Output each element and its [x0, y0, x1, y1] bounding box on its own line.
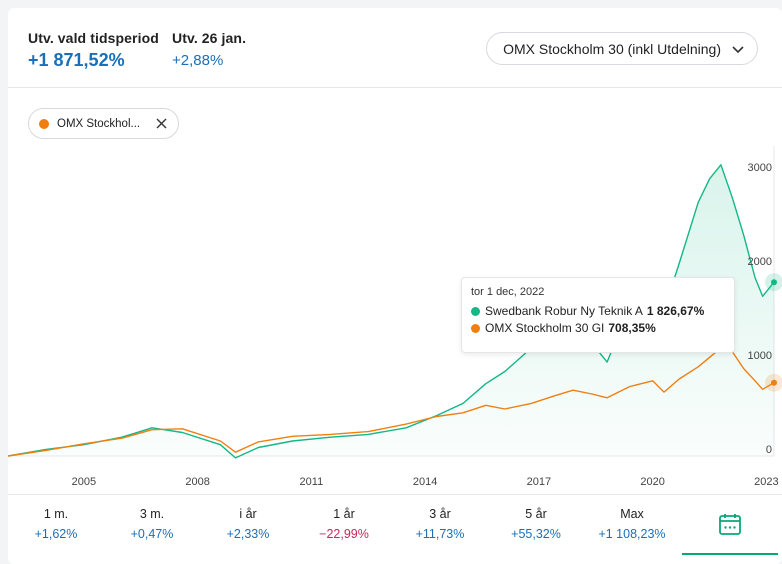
header: Utv. vald tidsperiod +1 871,52% Utv. 26 …: [8, 8, 782, 88]
x-tick-label: 2008: [185, 476, 209, 488]
period-ytd[interactable]: i år +2,33%: [200, 495, 296, 564]
x-tick-label: 2011: [300, 476, 324, 488]
period-return: +1,62%: [34, 527, 78, 541]
period-label: 5 år: [525, 507, 547, 521]
period-return: +11,73%: [415, 527, 465, 541]
chip-label: OMX Stockhol...: [57, 117, 141, 130]
period-1m[interactable]: 1 m. +1,62%: [8, 495, 104, 564]
x-tick-label: 2005: [72, 476, 96, 488]
performance-card: Utv. vald tidsperiod +1 871,52% Utv. 26 …: [8, 8, 782, 564]
period-max[interactable]: Max +1 108,23%: [584, 495, 680, 564]
period-return: −22,99%: [319, 527, 369, 541]
tooltip-series-value: 708,35%: [608, 321, 656, 335]
period-return: +0,47%: [130, 527, 174, 541]
period-return: +1 108,23%: [598, 527, 666, 541]
y-tick-label: 3000: [748, 162, 772, 174]
custom-period-button[interactable]: [682, 495, 778, 555]
period-label: 1 m.: [43, 507, 69, 521]
period-value: +1 871,52%: [28, 50, 125, 70]
period-selector: 1 m. +1,62% 3 m. +0,47% i år +2,33% 1 år −22…: [8, 494, 782, 564]
series-color-dot: [39, 118, 49, 129]
y-tick-label: 2000: [748, 256, 772, 268]
x-tick-label: 2020: [640, 476, 664, 488]
period-1y[interactable]: 1 år −22,99%: [296, 495, 392, 564]
index-selector-label: OMX Stockholm 30 (inkl Utdelning): [503, 40, 721, 57]
period-label: Utv. vald tidsperiod: [28, 30, 159, 46]
period-return: +55,32%: [511, 527, 561, 541]
performance-chart[interactable]: 0 1000 2000 3000 2005 2008 2011 2014 2017 2020 202…: [8, 146, 782, 492]
tooltip-date: tor 1 dec, 2022: [471, 286, 545, 298]
series-area: [8, 164, 774, 458]
y-tick-label: 1000: [748, 350, 772, 362]
period-5y[interactable]: 5 år +55,32%: [488, 495, 584, 564]
period-3y[interactable]: 3 år +11,73%: [392, 495, 488, 564]
close-icon[interactable]: [155, 117, 168, 130]
series-end-point: [771, 379, 777, 386]
tooltip-row: OMX Stockholm 30 GI 708,35%: [471, 321, 734, 335]
x-tick-label: 2023: [754, 476, 778, 488]
chevron-down-icon: [732, 46, 744, 54]
period-label: Max: [620, 507, 644, 521]
series-line: [8, 164, 775, 459]
period-label: i år: [239, 507, 257, 521]
tooltip-series-value: 1 826,67%: [646, 304, 705, 318]
y-tick-label: 0: [766, 444, 772, 456]
series-end-point: [771, 279, 777, 286]
comparison-chip[interactable]: OMX Stockhol...: [28, 108, 179, 139]
day-development: Utv. 26 jan. +2,88%: [172, 30, 246, 69]
tooltip-dot: [471, 323, 480, 333]
calendar-icon: [719, 514, 741, 535]
tooltip-series-name: Swedbank Robur Ny Teknik A: [485, 304, 643, 318]
day-label: Utv. 26 jan.: [172, 30, 247, 46]
x-tick-label: 2014: [413, 476, 437, 488]
period-3m[interactable]: 3 m. +0,47%: [104, 495, 200, 564]
tooltip-dot: [471, 306, 480, 316]
tooltip-series-name: OMX Stockholm 30 GI: [485, 321, 605, 335]
index-selector[interactable]: OMX Stockholm 30 (inkl Utdelning): [486, 32, 758, 65]
tooltip-row: Swedbank Robur Ny Teknik A 1 826,67%: [471, 304, 734, 318]
chart-tooltip: tor 1 dec, 2022 Swedbank Robur Ny Teknik…: [461, 277, 735, 353]
period-label: 1 år: [333, 507, 355, 521]
period-return: +2,33%: [226, 527, 270, 541]
x-tick-label: 2017: [527, 476, 551, 488]
period-label: 3 m.: [139, 507, 165, 521]
period-development: Utv. vald tidsperiod +1 871,52%: [28, 30, 159, 71]
day-value: +2,88%: [172, 52, 224, 69]
period-label: 3 år: [429, 507, 451, 521]
